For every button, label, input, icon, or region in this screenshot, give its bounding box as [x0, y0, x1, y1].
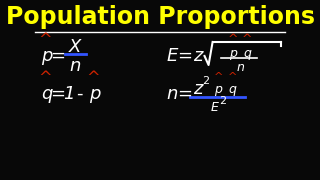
Text: p: p [89, 85, 100, 103]
Text: ^: ^ [86, 70, 100, 85]
Text: ^: ^ [38, 32, 52, 47]
Text: E: E [166, 47, 178, 65]
Text: X: X [69, 38, 81, 56]
Text: ^: ^ [242, 33, 253, 46]
Text: n: n [166, 85, 178, 103]
Text: p: p [229, 46, 237, 60]
Text: p: p [214, 82, 222, 96]
Text: =: = [51, 85, 66, 103]
Text: n: n [69, 57, 81, 75]
Text: =: = [50, 47, 65, 65]
Text: ^: ^ [228, 33, 238, 46]
Text: q: q [244, 46, 251, 60]
Text: z: z [193, 47, 203, 65]
Text: E: E [210, 100, 218, 114]
Text: p: p [41, 47, 52, 65]
Text: ^: ^ [213, 72, 223, 82]
Text: ^: ^ [38, 70, 52, 85]
Text: =: = [177, 47, 192, 65]
Text: 2: 2 [219, 96, 226, 106]
Text: -: - [76, 85, 83, 103]
Text: ^: ^ [228, 72, 237, 82]
Text: =: = [177, 85, 192, 103]
Text: q: q [229, 82, 237, 96]
Text: Population Proportions: Population Proportions [5, 5, 315, 29]
Text: q: q [41, 85, 52, 103]
Text: z: z [193, 80, 203, 98]
Text: 1: 1 [64, 85, 75, 103]
Text: 2: 2 [203, 76, 210, 86]
Text: n: n [236, 60, 244, 73]
